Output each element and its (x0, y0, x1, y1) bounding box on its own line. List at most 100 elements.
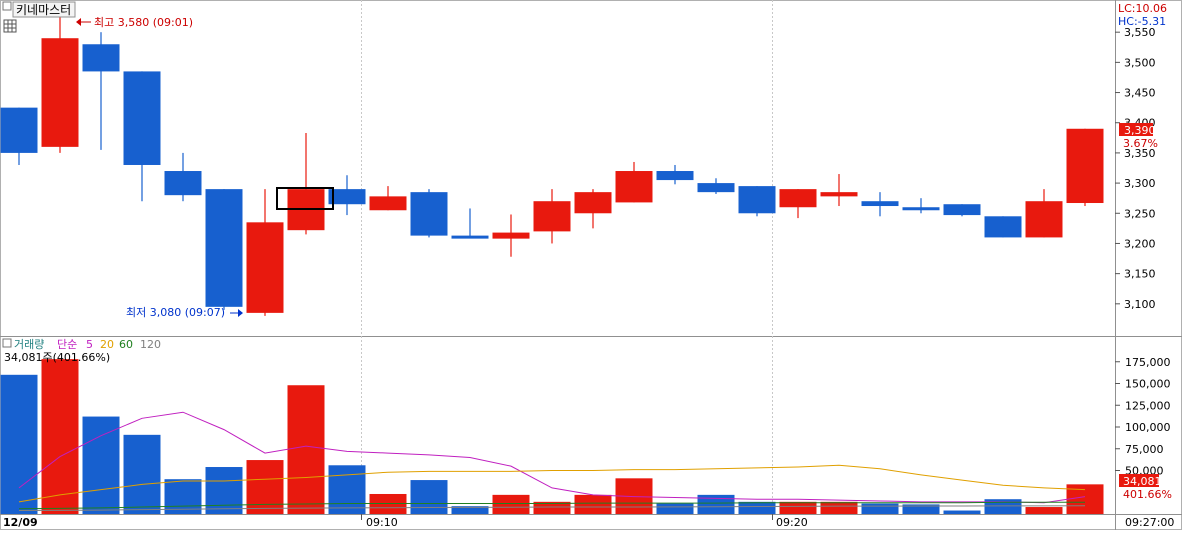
candle[interactable] (41, 14, 79, 153)
candle-selection-box[interactable] (276, 187, 334, 210)
volume-bar[interactable] (820, 501, 858, 514)
volume-legend-ma120: 120 (140, 338, 161, 351)
x-end-label: 09:27:00 (1125, 516, 1174, 529)
volume-bar[interactable] (205, 467, 243, 514)
candle-body (861, 201, 899, 207)
current-change-label: 3.67% (1123, 137, 1158, 150)
candle[interactable] (451, 208, 489, 239)
volume-moving-averages (18, 411, 1086, 512)
current-volume-label: 34,081 (1123, 475, 1162, 488)
volume-bar[interactable] (697, 494, 735, 514)
volume-bar[interactable] (82, 416, 120, 514)
candle-body (82, 44, 120, 72)
volume-bar[interactable] (164, 479, 202, 514)
candle[interactable] (738, 186, 776, 217)
candle[interactable] (123, 71, 161, 202)
candle[interactable] (328, 175, 366, 216)
candle[interactable] (984, 216, 1022, 238)
volume-bar[interactable] (287, 385, 325, 514)
candle[interactable] (164, 152, 202, 202)
volume-bar[interactable] (861, 503, 899, 514)
svg-text:최저 3,080 (09:07): 최저 3,080 (09:07) (126, 306, 225, 319)
volume-bar[interactable] (492, 494, 530, 514)
price-tick-label: 3,450 (1124, 87, 1156, 100)
volume-bar[interactable] (328, 465, 366, 514)
candle[interactable] (492, 214, 530, 257)
volume-bar[interactable] (533, 501, 571, 514)
x-tick-label-1: 09:10 (366, 516, 398, 529)
candle[interactable] (0, 107, 38, 165)
candle[interactable] (943, 204, 981, 217)
volume-tick-label: 75,000 (1125, 443, 1164, 456)
price-tick-label: 3,350 (1124, 147, 1156, 160)
pane-toggle-icon[interactable] (2, 1, 12, 11)
title-box[interactable] (12, 1, 76, 18)
candle[interactable] (1066, 128, 1104, 207)
volume-bar[interactable] (123, 434, 161, 514)
volume-info: 34,081주(401.66%) (4, 351, 110, 364)
candle-body (369, 196, 407, 211)
price-tick-label: 3,150 (1124, 268, 1156, 281)
candle[interactable] (656, 164, 694, 185)
price-tick-label: 3,300 (1124, 177, 1156, 190)
candle[interactable] (779, 189, 817, 219)
candle[interactable] (615, 161, 653, 203)
candle[interactable] (82, 32, 120, 150)
volume-bar[interactable] (779, 501, 817, 514)
volume-bar[interactable] (943, 510, 981, 514)
volume-bar[interactable] (656, 503, 694, 514)
x-date-label: 12/09 (3, 516, 38, 529)
lc-label: LC:10.06 (1118, 2, 1167, 15)
volume-bar[interactable] (738, 501, 776, 514)
arrow-left-icon (76, 18, 81, 26)
volume-legend-ma20: 20 (100, 338, 114, 351)
price-tick-label: 3,550 (1124, 26, 1156, 39)
candle[interactable] (574, 189, 612, 229)
price-tick-label: 3,250 (1124, 207, 1156, 220)
candle[interactable] (246, 189, 284, 316)
chart-title: 키네마스터 (16, 3, 71, 17)
candle-body (943, 204, 981, 216)
candle[interactable] (861, 192, 899, 217)
candle-body (574, 192, 612, 214)
candle-body (0, 107, 38, 153)
volume-bar[interactable] (1025, 507, 1063, 514)
volume-tick-label: 150,000 (1125, 378, 1171, 391)
volume-pane-toggle-icon[interactable] (2, 338, 12, 348)
candle-body (164, 171, 202, 196)
volume-bar[interactable] (451, 506, 489, 514)
candles (0, 14, 1104, 316)
candle-body (246, 222, 284, 313)
volume-bar[interactable] (246, 460, 284, 514)
candle[interactable] (205, 189, 243, 310)
candle-body (492, 232, 530, 239)
price-tick-label: 3,200 (1124, 237, 1156, 250)
volume-bar[interactable] (984, 499, 1022, 514)
volume-bar[interactable] (902, 504, 940, 514)
candle[interactable] (369, 186, 407, 211)
grid-icon[interactable] (3, 19, 17, 33)
low-annotation: 최저 3,080 (09:07) (126, 306, 243, 319)
candle-body (615, 171, 653, 203)
candle[interactable] (1025, 189, 1063, 238)
volume-bar[interactable] (0, 374, 38, 514)
volume-ma-line-20 (18, 464, 1086, 503)
candle-body (41, 38, 79, 147)
volume-ma-line-120 (18, 505, 1086, 512)
high-annotation: 최고 3,580 (09:01) (76, 16, 193, 29)
candle[interactable] (902, 198, 940, 214)
x-tick-label-2: 09:20 (776, 516, 808, 529)
svg-text:최고 3,580 (09:01): 최고 3,580 (09:01) (94, 16, 193, 29)
volume-tick-label: 175,000 (1125, 356, 1171, 369)
candle[interactable] (533, 189, 571, 244)
candle[interactable] (697, 178, 735, 194)
volume-tick-label: 125,000 (1125, 399, 1171, 412)
candle[interactable] (410, 189, 448, 238)
volume-bar[interactable] (410, 480, 448, 514)
volume-legend-ma5: 5 (86, 338, 93, 351)
volume-bar[interactable] (41, 359, 79, 514)
candle-body (328, 189, 366, 205)
volume-bar[interactable] (574, 494, 612, 514)
candle[interactable] (820, 174, 858, 207)
